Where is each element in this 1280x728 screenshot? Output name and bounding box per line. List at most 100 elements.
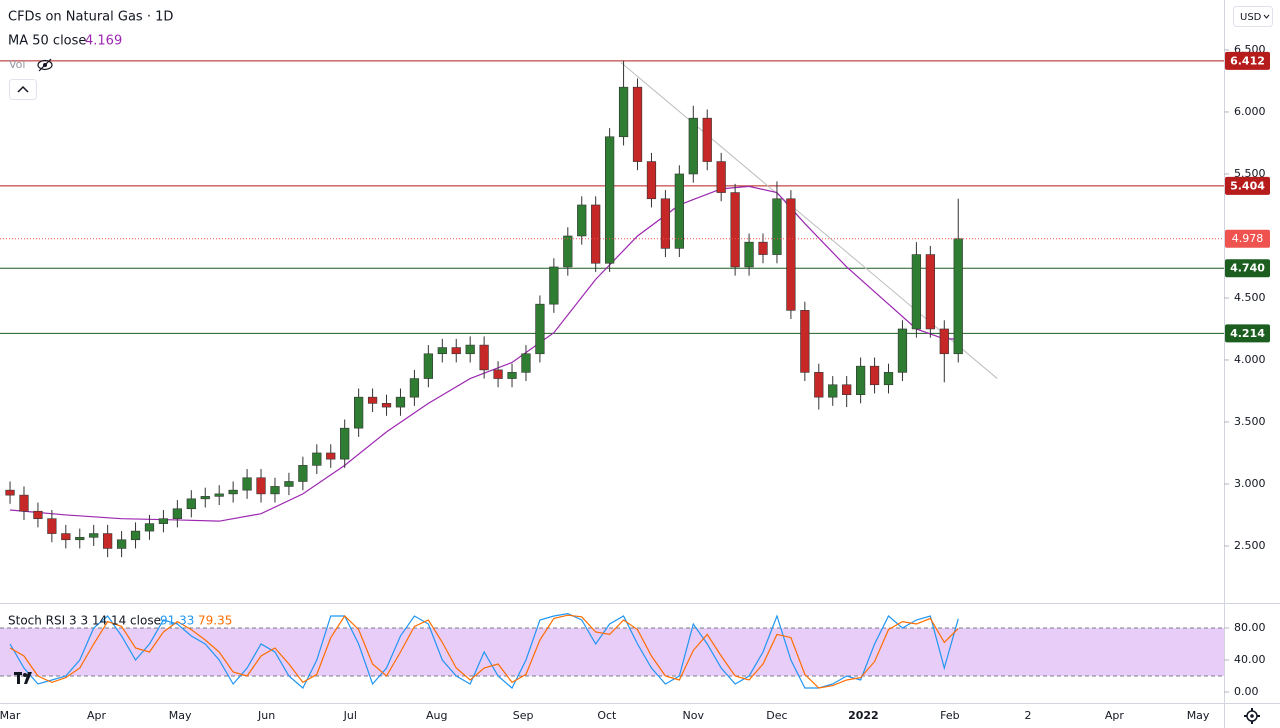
candle-body xyxy=(186,498,196,510)
candle-body xyxy=(326,452,336,460)
currency-label: USD xyxy=(1240,12,1262,23)
candle-body xyxy=(842,384,852,395)
candle-body xyxy=(33,510,43,519)
candle-body xyxy=(5,489,15,496)
candle-body xyxy=(479,344,489,371)
x-tick-label: 2022 xyxy=(848,709,879,722)
level-label-box xyxy=(1225,176,1270,195)
candle-body xyxy=(214,493,224,497)
candle-body xyxy=(367,396,378,404)
k-value: 91.33 xyxy=(160,614,194,628)
y-tick-label: 4.000 xyxy=(1234,353,1266,366)
candle-body xyxy=(814,372,824,398)
candle-body xyxy=(340,427,350,460)
indicator-title: Stoch RSI 3 3 14 14 close xyxy=(8,614,161,628)
candle-body xyxy=(423,353,433,379)
candle-body xyxy=(772,198,782,255)
candle-body xyxy=(507,372,517,379)
candle-body xyxy=(953,238,963,355)
candle-body xyxy=(228,489,238,495)
level-label-box xyxy=(1225,259,1270,278)
candle-body xyxy=(758,241,768,255)
main-pane xyxy=(0,60,1224,558)
candle-body xyxy=(716,161,726,193)
candle-body xyxy=(19,494,29,512)
y-tick-label: 40.00 xyxy=(1234,653,1266,666)
currency-button[interactable]: USD xyxy=(1233,6,1273,27)
ma-line xyxy=(9,185,959,522)
candle-body xyxy=(284,481,294,487)
stoch-pane xyxy=(0,612,1224,689)
candle-body xyxy=(883,372,894,386)
candle-body xyxy=(130,530,141,541)
d-value: 79.35 xyxy=(198,614,232,628)
last-price-box xyxy=(1225,229,1270,248)
candle-body xyxy=(744,241,754,268)
last-price-label: 4.978 xyxy=(1232,232,1264,245)
collapse-button[interactable] xyxy=(9,79,37,100)
band-fill xyxy=(0,628,1224,676)
candle-body xyxy=(911,254,922,330)
y-tick-label: 0.00 xyxy=(1234,685,1259,698)
candle-body xyxy=(925,254,935,330)
x-tick-label: Mar xyxy=(0,709,21,722)
x-tick-label: 2 xyxy=(1024,709,1031,722)
volume-legend: Vol xyxy=(9,58,25,71)
candle-body xyxy=(144,523,155,532)
x-tick-label: Apr xyxy=(87,709,107,722)
candle-body xyxy=(116,539,127,549)
candle-body xyxy=(577,204,587,237)
level-label-box xyxy=(1225,51,1270,70)
x-tick-label: Nov xyxy=(683,709,705,722)
y-tick-label: 4.500 xyxy=(1234,291,1266,304)
hide-icon[interactable] xyxy=(37,58,53,72)
candle-body xyxy=(605,136,615,264)
y-tick-label: 3.500 xyxy=(1234,415,1266,428)
level-label: 4.740 xyxy=(1230,262,1265,275)
candle-body xyxy=(493,369,503,379)
candle-body xyxy=(465,344,475,355)
settings-icon[interactable] xyxy=(1244,708,1260,724)
candle-body xyxy=(730,192,740,268)
candle-body xyxy=(312,452,322,466)
y-tick-label: 2.500 xyxy=(1234,539,1266,552)
candle-body xyxy=(158,518,169,524)
candle-body xyxy=(869,365,880,386)
chart-title: CFDs on Natural Gas · 1D xyxy=(8,10,173,25)
level-label: 4.214 xyxy=(1230,327,1265,340)
x-tick-label: Aug xyxy=(426,709,447,722)
level-label-box xyxy=(1225,324,1270,343)
candle-body xyxy=(172,508,182,519)
candle-body xyxy=(786,198,796,311)
candle-body xyxy=(855,365,866,395)
logo xyxy=(14,672,32,684)
candle-body xyxy=(89,533,99,538)
candle-body xyxy=(521,353,531,373)
candle-body xyxy=(354,396,364,429)
stoch-line xyxy=(9,614,959,689)
x-tick-label: Apr xyxy=(1105,709,1125,722)
x-tick-label: Dec xyxy=(766,709,787,722)
level-label: 5.404 xyxy=(1230,179,1265,192)
candle-body xyxy=(828,384,838,398)
y-tick-label: 80.00 xyxy=(1234,621,1266,634)
candle-body xyxy=(298,465,308,482)
candle-body xyxy=(47,518,57,534)
candle-body xyxy=(897,328,908,373)
x-tick-label: Jul xyxy=(343,709,357,722)
candle-body xyxy=(939,328,949,355)
candle-body xyxy=(535,303,545,355)
candle-body xyxy=(75,536,85,541)
candle-body xyxy=(688,117,698,175)
x-tick-label: Oct xyxy=(597,709,617,722)
overlay: 2.5003.0003.5004.0004.5005.5006.0006.500… xyxy=(0,43,1270,722)
candle-body xyxy=(591,204,601,264)
ma-value: 4.169 xyxy=(85,34,122,49)
x-tick-label: May xyxy=(1187,709,1210,722)
x-tick-label: Feb xyxy=(940,709,959,722)
candle-body xyxy=(409,378,420,398)
x-tick-label: Jun xyxy=(257,709,275,722)
stoch-line xyxy=(9,612,959,689)
